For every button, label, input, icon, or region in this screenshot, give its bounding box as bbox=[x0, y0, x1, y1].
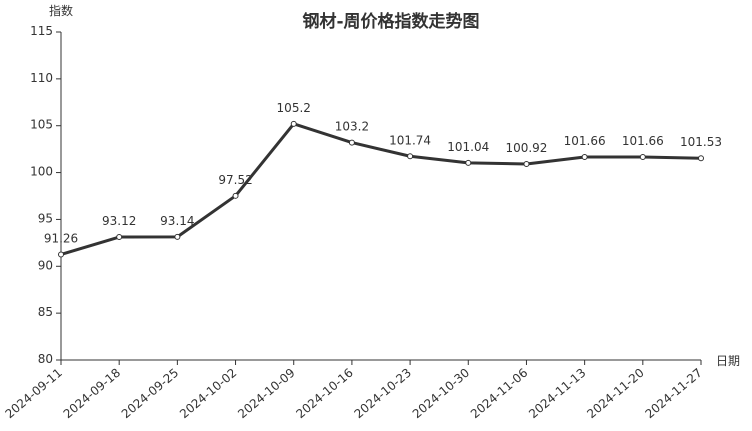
series-line bbox=[60, 122, 702, 256]
x-tick-label: 2024-11-13 bbox=[526, 366, 588, 422]
y-tick-label: 90 bbox=[38, 258, 53, 272]
data-label: 93.12 bbox=[102, 214, 136, 228]
x-tick-label: 2024-10-30 bbox=[410, 366, 472, 422]
data-label: 91.26 bbox=[44, 231, 78, 245]
data-label: 93.14 bbox=[160, 214, 194, 228]
data-label: 105.2 bbox=[277, 101, 311, 115]
x-tick-label: 2024-11-20 bbox=[584, 366, 646, 422]
y-tick-label: 95 bbox=[38, 211, 53, 225]
y-axis-label: 指数 bbox=[49, 3, 73, 18]
data-label: 101.53 bbox=[680, 135, 722, 149]
x-tick-label: 2024-10-09 bbox=[235, 366, 297, 422]
x-tick-label: 2024-09-25 bbox=[119, 366, 181, 422]
data-label: 101.04 bbox=[447, 140, 489, 154]
y-tick-label: 115 bbox=[30, 24, 53, 38]
y-tick-label: 80 bbox=[38, 352, 53, 366]
x-tick-label: 2024-11-06 bbox=[468, 366, 530, 422]
y-tick-label: 85 bbox=[38, 305, 53, 319]
y-tick-label: 105 bbox=[30, 118, 53, 132]
data-label: 101.66 bbox=[622, 134, 664, 148]
data-point[interactable] bbox=[290, 120, 297, 127]
x-tick-label: 2024-09-11 bbox=[2, 366, 64, 422]
y-tick-label: 100 bbox=[30, 165, 53, 179]
data-point[interactable] bbox=[116, 234, 123, 241]
data-label: 101.74 bbox=[389, 133, 431, 147]
data-point[interactable] bbox=[58, 251, 64, 258]
x-axis-label: 日期 bbox=[716, 354, 740, 368]
data-point[interactable] bbox=[698, 155, 704, 162]
x-tick-label: 2024-10-02 bbox=[177, 366, 239, 422]
x-tick-label: 2024-10-23 bbox=[352, 366, 414, 422]
data-point[interactable] bbox=[232, 192, 239, 199]
data-point[interactable] bbox=[174, 233, 181, 240]
data-label: 100.92 bbox=[505, 141, 547, 155]
data-label: 103.2 bbox=[335, 120, 369, 134]
x-tick-label: 2024-09-18 bbox=[61, 366, 123, 422]
data-point[interactable] bbox=[581, 154, 588, 161]
data-label: 97.52 bbox=[218, 173, 252, 187]
x-tick-label: 2024-10-16 bbox=[293, 366, 355, 422]
chart-title: 钢材-周价格指数走势图 bbox=[302, 11, 479, 32]
x-tick-label: 2024-11-27 bbox=[642, 366, 704, 422]
data-point[interactable] bbox=[639, 154, 646, 161]
y-tick-label: 110 bbox=[30, 71, 53, 85]
data-label: 101.66 bbox=[564, 134, 606, 148]
data-point[interactable] bbox=[523, 160, 530, 167]
data-point[interactable] bbox=[348, 139, 355, 146]
data-point[interactable] bbox=[465, 159, 472, 166]
data-point[interactable] bbox=[407, 153, 414, 160]
